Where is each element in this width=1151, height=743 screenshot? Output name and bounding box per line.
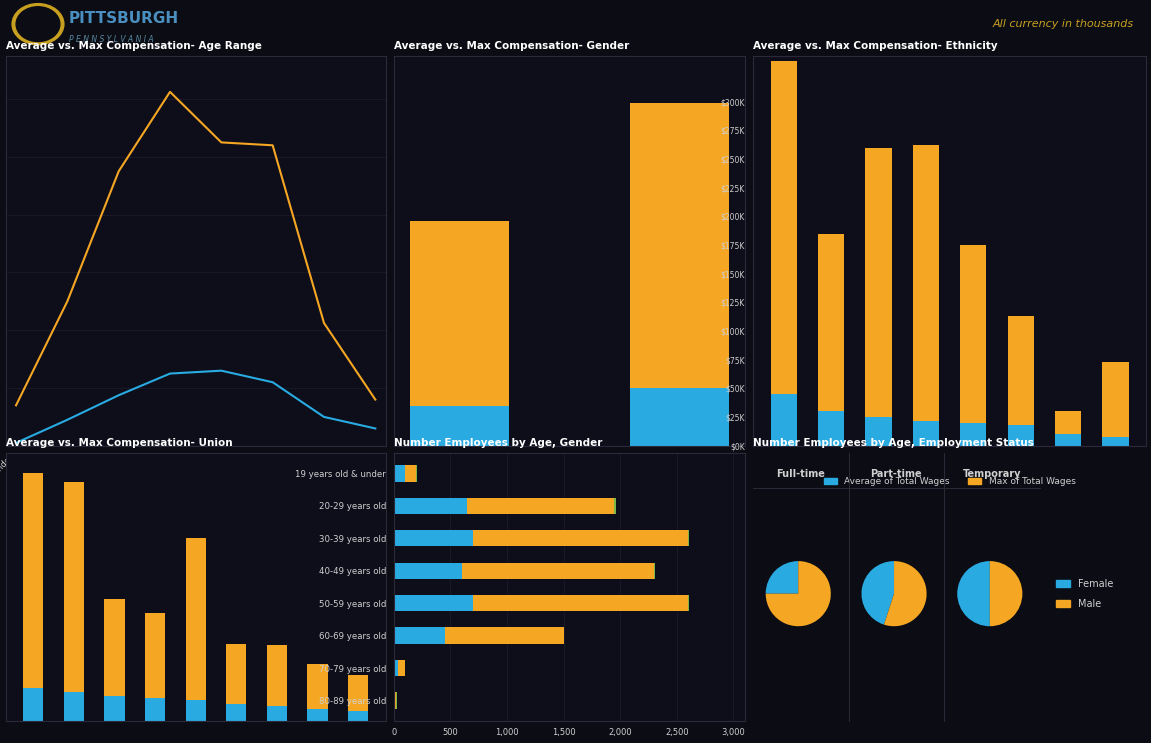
Bar xyxy=(444,628,564,643)
Bar xyxy=(630,388,729,446)
Text: PITTSBURGH: PITTSBURGH xyxy=(69,11,180,26)
Bar xyxy=(473,595,688,611)
Bar xyxy=(185,701,206,721)
Text: Part-time: Part-time xyxy=(870,469,922,479)
Text: Full-time: Full-time xyxy=(776,469,825,479)
Bar xyxy=(913,145,939,421)
Bar xyxy=(63,481,84,692)
Text: P E N N S Y L V A N I A: P E N N S Y L V A N I A xyxy=(69,35,154,44)
Wedge shape xyxy=(884,561,927,626)
Bar xyxy=(394,465,405,481)
Bar xyxy=(960,423,986,446)
Bar xyxy=(1007,425,1034,446)
Bar xyxy=(307,664,328,709)
Bar xyxy=(394,628,444,643)
Legend: Average of Total Wages, Max of Total Wages: Average of Total Wages, Max of Total Wag… xyxy=(440,481,699,498)
Bar xyxy=(145,613,166,698)
Bar xyxy=(395,692,396,709)
Bar xyxy=(185,539,206,701)
Bar xyxy=(818,412,844,446)
Bar xyxy=(348,675,368,711)
Text: Average vs. Max Compensation- Ethnicity: Average vs. Max Compensation- Ethnicity xyxy=(753,41,998,51)
Wedge shape xyxy=(861,561,894,625)
Bar xyxy=(630,103,729,388)
Text: Number Employees by Age, Employment Status: Number Employees by Age, Employment Stat… xyxy=(753,438,1034,448)
Bar xyxy=(462,562,654,579)
Text: Average vs. Max Compensation- Age Range: Average vs. Max Compensation- Age Range xyxy=(6,41,261,51)
Bar xyxy=(410,221,509,406)
Bar xyxy=(105,696,124,721)
Bar xyxy=(1103,362,1128,437)
Bar xyxy=(818,233,844,412)
Bar xyxy=(473,531,688,546)
Legend: Average of Total Wages, Max of Total Wages: Average of Total Wages, Max of Total Wag… xyxy=(61,606,330,624)
Bar xyxy=(307,709,328,721)
Bar xyxy=(394,660,398,676)
Text: Average vs. Max Compensation- Gender: Average vs. Max Compensation- Gender xyxy=(394,41,628,51)
Bar xyxy=(866,148,892,417)
Bar xyxy=(1055,435,1081,446)
Text: Temporary: Temporary xyxy=(963,469,1021,479)
Legend: Average of Total Wages, Max of Total Wages: Average of Total Wages, Max of Total Wag… xyxy=(820,474,1080,490)
Bar xyxy=(771,395,796,446)
Ellipse shape xyxy=(16,7,60,42)
Bar xyxy=(1103,437,1128,446)
Bar xyxy=(1007,317,1034,425)
Bar xyxy=(23,473,44,688)
Bar xyxy=(866,417,892,446)
Bar xyxy=(394,531,473,546)
Bar xyxy=(348,711,368,721)
Wedge shape xyxy=(765,561,831,626)
Text: All currency in thousands: All currency in thousands xyxy=(992,19,1134,29)
Bar xyxy=(23,688,44,721)
Wedge shape xyxy=(765,561,799,594)
Text: Average vs. Max Compensation- Union: Average vs. Max Compensation- Union xyxy=(6,438,233,448)
Ellipse shape xyxy=(13,4,63,45)
Bar xyxy=(913,421,939,446)
Wedge shape xyxy=(990,561,1022,626)
Bar xyxy=(394,498,467,514)
Bar xyxy=(226,704,246,721)
Bar xyxy=(394,562,462,579)
Bar xyxy=(105,599,124,696)
Bar xyxy=(63,692,84,721)
Wedge shape xyxy=(958,561,990,626)
Bar xyxy=(405,465,417,481)
Bar xyxy=(1055,412,1081,435)
Bar xyxy=(267,646,287,706)
Bar xyxy=(267,706,287,721)
Bar xyxy=(615,498,616,514)
Bar xyxy=(394,595,473,611)
Bar xyxy=(467,498,615,514)
Bar xyxy=(145,698,166,721)
Bar xyxy=(410,406,509,446)
Text: Number Employees by Age, Gender: Number Employees by Age, Gender xyxy=(394,438,602,448)
Bar xyxy=(398,660,405,676)
Bar xyxy=(771,62,796,395)
Legend: Female, Male: Female, Male xyxy=(1051,574,1118,614)
Bar xyxy=(960,245,986,423)
Bar xyxy=(226,643,246,704)
